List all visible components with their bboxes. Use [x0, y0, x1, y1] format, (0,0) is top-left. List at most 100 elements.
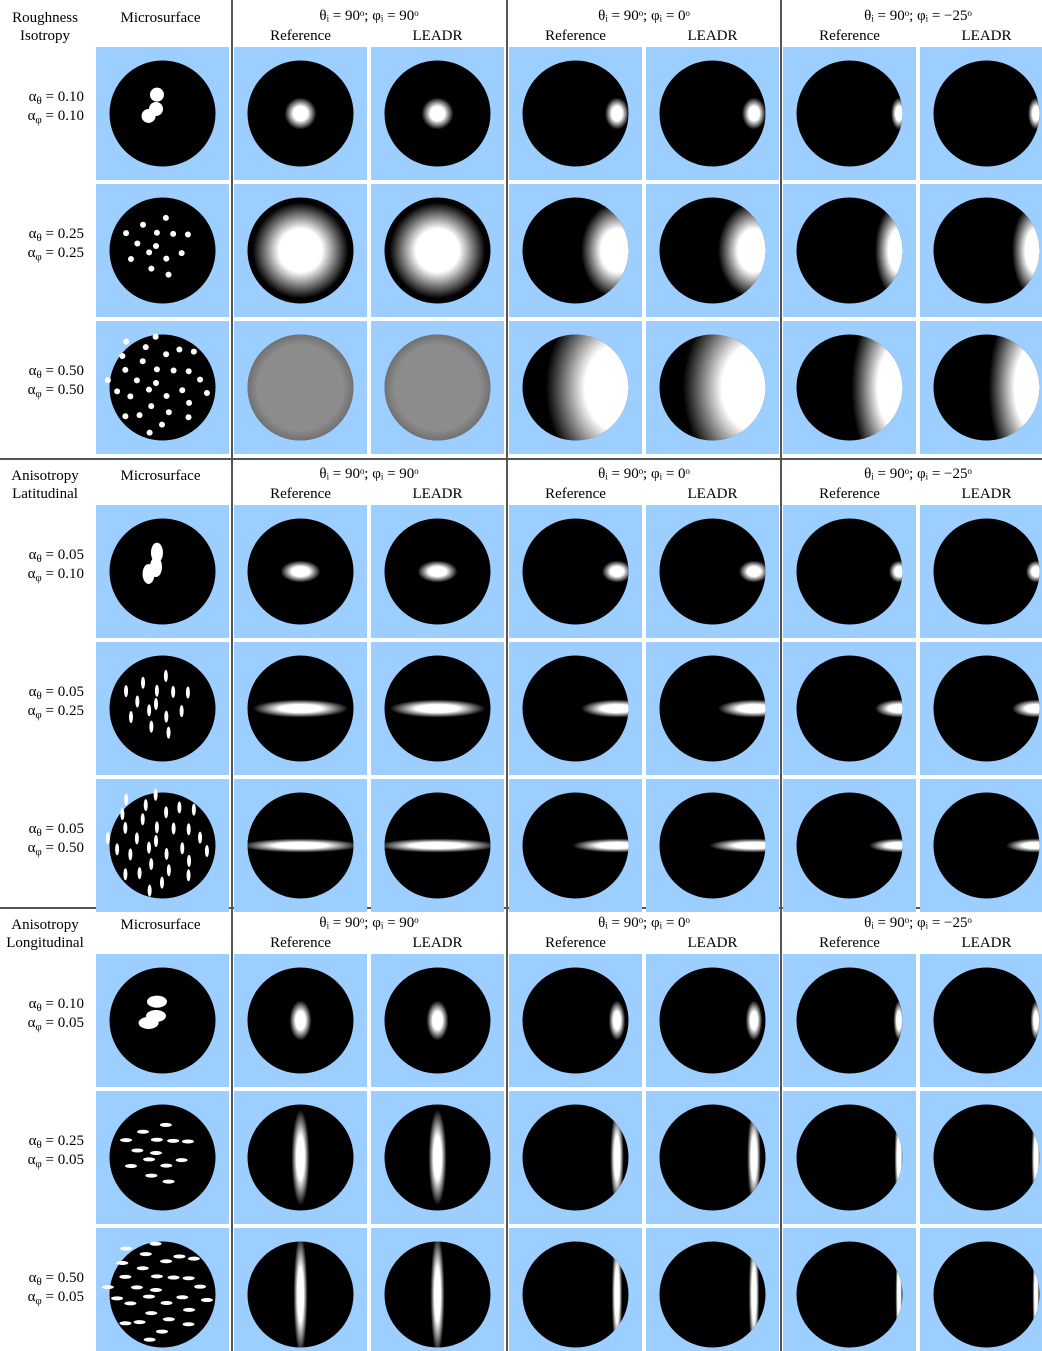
column-header: LEADR	[961, 28, 1012, 44]
fleck	[147, 704, 152, 717]
alpha-subscript: φ	[35, 572, 42, 584]
sphere	[796, 1104, 903, 1211]
row-label: αθ = 0.50	[0, 1270, 84, 1288]
render-image	[920, 1228, 1042, 1351]
fleck	[146, 429, 153, 436]
fleck	[148, 403, 155, 410]
fleck	[119, 1274, 132, 1279]
fleck	[149, 87, 164, 102]
sphere	[522, 518, 629, 625]
render-image	[234, 1228, 367, 1351]
render-image	[509, 642, 642, 775]
fleck	[154, 835, 158, 847]
fleck	[165, 271, 172, 278]
fleck	[164, 847, 169, 860]
alpha-symbol: α	[27, 1015, 36, 1031]
column-header: LEADR	[961, 935, 1012, 951]
column-header: Reference	[819, 28, 880, 44]
sphere	[796, 60, 903, 167]
fleck	[164, 710, 169, 723]
sphere	[522, 60, 629, 167]
render-image	[920, 47, 1042, 180]
render-image	[646, 1091, 779, 1224]
fleck	[176, 1295, 189, 1300]
render-image	[783, 1091, 916, 1224]
column-header: Reference	[270, 935, 331, 951]
row-label: αθ = 0.10	[0, 89, 84, 107]
fleck	[127, 393, 134, 400]
sphere	[659, 967, 766, 1074]
alpha-value: = 0.25	[41, 226, 84, 242]
alpha-value: = 0.25	[41, 703, 84, 719]
fleck	[191, 803, 196, 816]
alpha-value: = 0.05	[41, 1015, 84, 1031]
alpha-value: = 0.10	[41, 108, 84, 124]
fleck	[111, 1296, 124, 1301]
sphere	[109, 655, 216, 762]
fleck	[187, 854, 192, 867]
fleck	[190, 348, 197, 355]
render-image	[234, 1091, 367, 1224]
alpha-value: = 0.25	[41, 245, 84, 261]
alpha-value: = 0.50	[41, 363, 84, 379]
sphere	[796, 197, 903, 304]
fleck	[175, 1158, 188, 1163]
fleck	[146, 249, 153, 256]
column-header: Microsurface	[120, 917, 201, 933]
fleck	[140, 813, 145, 826]
fleck	[153, 366, 160, 373]
alpha-subscript: φ	[35, 1021, 42, 1033]
fleck	[198, 831, 203, 844]
highlight	[1028, 97, 1040, 130]
fleck	[115, 843, 120, 856]
fleck	[187, 1256, 200, 1261]
fleck	[124, 685, 129, 698]
row-label: αθ = 0.25	[0, 226, 84, 244]
render-image	[646, 779, 779, 912]
highlight	[610, 1109, 624, 1206]
render-image	[509, 1228, 642, 1351]
alpha-symbol: α	[28, 821, 37, 837]
group-title: θᵢ = 90ᵒ; φᵢ = −25ᵒ	[864, 915, 972, 931]
fleck	[137, 1129, 150, 1134]
render-image	[509, 1091, 642, 1224]
sphere	[109, 60, 216, 167]
alpha-value: = 0.10	[41, 89, 84, 105]
fleck	[154, 698, 158, 710]
alpha-value: = 0.10	[41, 996, 84, 1012]
render-image	[371, 505, 504, 638]
highlight	[1026, 560, 1040, 583]
fleck	[163, 392, 170, 399]
fleck	[104, 377, 111, 384]
alpha-symbol: α	[28, 684, 37, 700]
row-label: αφ = 0.50	[0, 382, 84, 400]
render-image	[646, 642, 779, 775]
render-image	[509, 321, 642, 454]
fleck	[149, 858, 154, 871]
sphere	[109, 1104, 216, 1211]
sphere	[796, 655, 903, 762]
fleck	[128, 848, 133, 861]
fleck	[142, 344, 149, 351]
render-image	[509, 184, 642, 317]
section-label: Anisotropy	[11, 468, 79, 484]
fleck	[119, 1321, 132, 1326]
sphere	[796, 967, 903, 1074]
highlight	[417, 560, 458, 583]
fleck	[124, 1164, 137, 1169]
fleck	[150, 1137, 163, 1142]
section-label: Latitudinal	[12, 486, 78, 502]
row-label: αθ = 0.05	[0, 684, 84, 702]
fleck	[180, 842, 185, 855]
fleck	[147, 884, 152, 897]
row-label: αφ = 0.10	[0, 108, 84, 126]
column-header: Reference	[545, 935, 606, 951]
sphere	[659, 1104, 766, 1211]
highlight	[252, 699, 349, 718]
render-image	[234, 779, 367, 912]
microsurface-image	[96, 954, 229, 1087]
alpha-value: = 0.05	[41, 821, 84, 837]
highlight	[891, 97, 903, 130]
render-image	[783, 1228, 916, 1351]
column-header: Reference	[545, 28, 606, 44]
